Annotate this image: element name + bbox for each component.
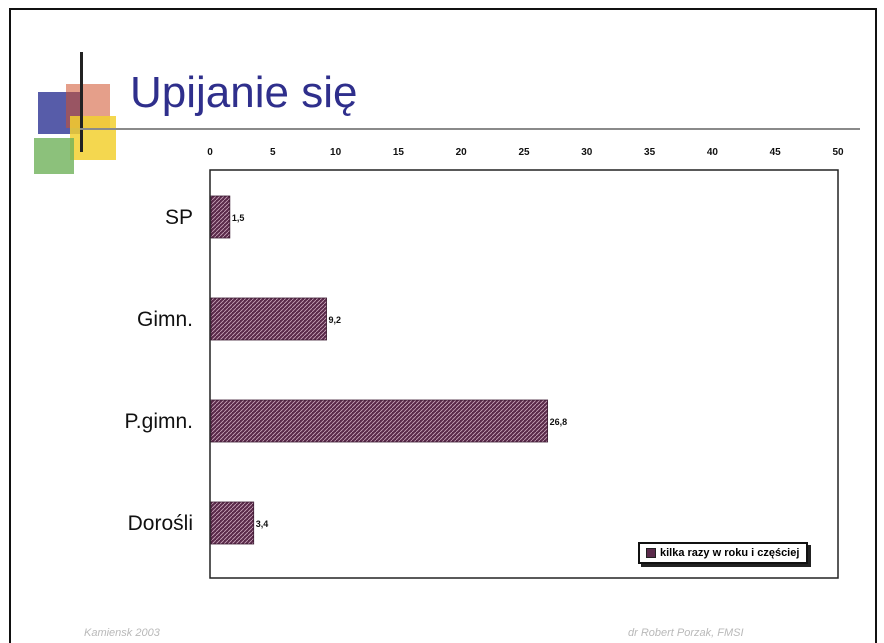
legend-label: kilka razy w roku i częściej <box>660 547 800 559</box>
data-labels: 1,5 9,2 26,8 3,4 <box>232 213 567 529</box>
bar <box>210 195 231 239</box>
category-label: Gimn. <box>137 308 193 331</box>
x-tick-label: 10 <box>330 147 342 158</box>
x-tick-label: 5 <box>270 147 276 158</box>
bar <box>210 501 255 545</box>
footer-left: Kamiensk 2003 <box>84 627 160 639</box>
x-tick-label: 15 <box>393 147 405 158</box>
category-label: P.gimn. <box>125 410 194 433</box>
x-tick-label: 35 <box>644 147 656 158</box>
x-tick-label: 0 <box>207 147 213 158</box>
deco-square-green <box>34 138 74 174</box>
category-label: Dorośli <box>128 512 193 535</box>
data-label: 3,4 <box>256 519 269 529</box>
x-tick-label: 50 <box>832 147 844 158</box>
legend-swatch <box>646 548 656 558</box>
title-rule <box>80 128 860 130</box>
data-label: 9,2 <box>329 315 342 325</box>
deco-vertical-line <box>80 52 83 152</box>
x-tick-label: 25 <box>518 147 530 158</box>
footer-right: dr Robert Porzak, FMSI <box>628 627 744 639</box>
y-axis: SP Gimn. P.gimn. Dorośli <box>125 206 194 535</box>
x-tick-label: 20 <box>456 147 468 158</box>
legend: kilka razy w roku i częściej <box>638 542 809 564</box>
x-axis: 0 5 10 15 20 25 30 35 40 45 50 <box>207 147 844 158</box>
x-tick-label: 30 <box>581 147 593 158</box>
slide-title: Upijanie się <box>130 68 358 117</box>
category-label: SP <box>165 206 193 229</box>
data-label: 1,5 <box>232 213 245 223</box>
bar <box>210 399 549 443</box>
x-tick-label: 40 <box>707 147 719 158</box>
x-tick-label: 45 <box>770 147 782 158</box>
data-label: 26,8 <box>550 417 568 427</box>
deco-square-yellow <box>70 116 116 160</box>
plot-area <box>209 169 839 579</box>
bar-series <box>210 195 549 545</box>
bar <box>210 297 327 341</box>
